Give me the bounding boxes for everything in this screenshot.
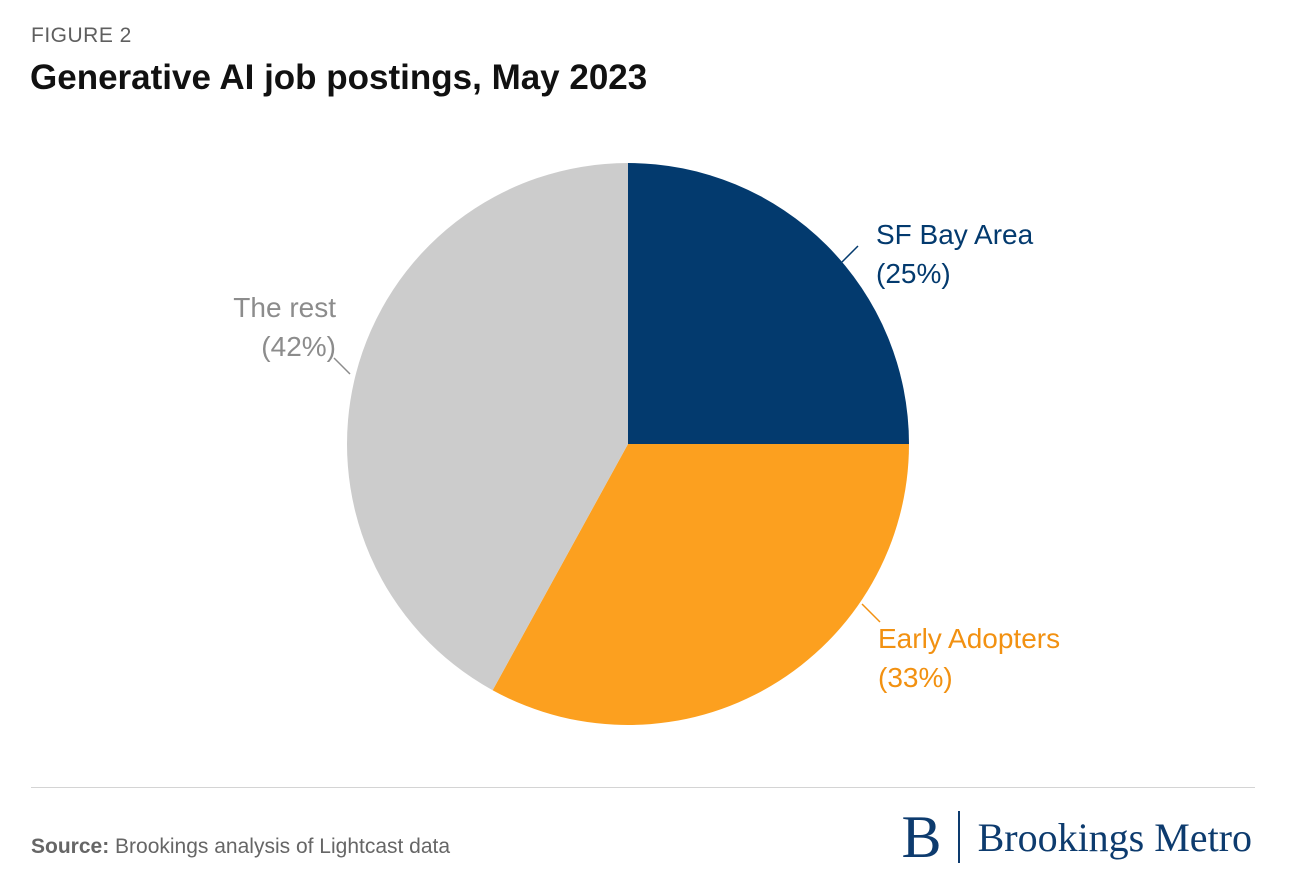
pie-chart: SF Bay Area (25%) Early Adopters (33%) The r…	[233, 163, 1060, 725]
pie-slice-sf-bay-area	[628, 163, 909, 444]
source-note: Source: Brookings analysis of Lightcast …	[31, 835, 450, 859]
chart-title: Generative AI job postings, May 2023	[30, 58, 648, 97]
logo-mark: B	[901, 804, 942, 870]
slice-value-label: (42%)	[261, 331, 336, 362]
slice-value-label: (25%)	[876, 258, 951, 289]
logo-text: Brookings Metro	[977, 814, 1252, 860]
footer-divider	[31, 787, 1255, 788]
pie-slice-the-rest	[347, 163, 628, 691]
figure-label: FIGURE 2	[31, 24, 132, 47]
slice-label: The rest	[233, 292, 336, 323]
brookings-metro-logo: B Brookings Metro	[902, 805, 1252, 869]
leader-line	[841, 245, 859, 263]
source-text: Brookings analysis of Lightcast data	[109, 835, 451, 858]
leader-line	[333, 357, 351, 375]
slice-label: SF Bay Area	[876, 219, 1034, 250]
pie-slice-early-adopters	[492, 444, 909, 725]
slice-label: Early Adopters	[878, 623, 1060, 654]
slice-value-label: (33%)	[878, 662, 953, 693]
leader-line	[861, 603, 881, 623]
source-label: Source:	[31, 835, 110, 858]
logo-divider	[957, 811, 960, 863]
